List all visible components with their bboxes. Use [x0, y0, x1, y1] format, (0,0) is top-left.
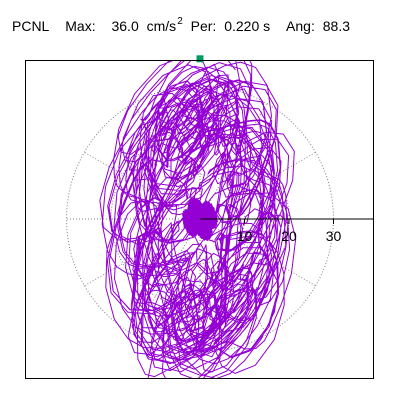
radial-axis: 10 20 30 [196, 55, 373, 244]
plot-frame [25, 60, 374, 379]
acceleration-trace [99, 60, 297, 378]
orbit-path [99, 60, 297, 378]
max-value: 36.0 [111, 18, 139, 34]
max-point-marker [196, 55, 204, 63]
max-label: Max: [65, 18, 96, 34]
ang-label: Ang: [286, 18, 315, 34]
ang-value: 88.3 [322, 18, 350, 34]
core-path [181, 196, 219, 242]
station-code: PCNL [12, 18, 50, 34]
per-value: 0.220 s [224, 18, 271, 34]
plot-header: PCNL Max: 36.0 cm/s2 Per: 0.220 s Ang: 8… [12, 16, 350, 34]
grid-spoke [84, 151, 201, 220]
radial-tick-label: 30 [326, 228, 342, 244]
per-label: Per: [190, 18, 217, 34]
radial-tick-label: 10 [237, 228, 253, 244]
plot-frame-group [25, 60, 374, 379]
max-unit: cm/s [146, 18, 177, 34]
max-unit-exponent: 2 [177, 16, 183, 27]
radial-tick-label: 20 [281, 228, 297, 244]
